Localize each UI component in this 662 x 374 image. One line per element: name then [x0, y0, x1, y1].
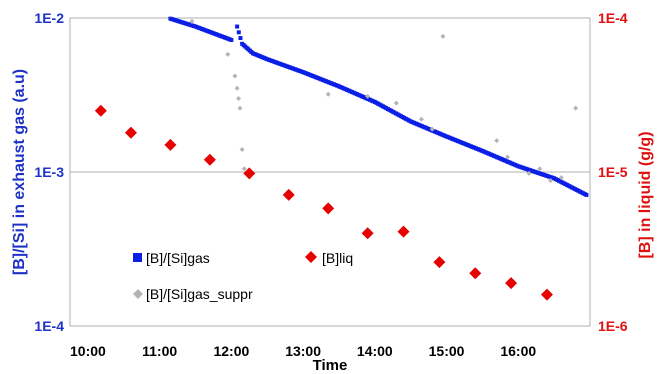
suppr-point: [548, 178, 554, 184]
liq-point: [361, 227, 374, 240]
gas-point: [229, 37, 234, 42]
gas-series: [168, 16, 589, 197]
y-axis-title-right: [B] in liquid (g/g): [637, 131, 654, 258]
suppr-point: [573, 105, 579, 111]
suppr-point: [537, 166, 543, 172]
legend-label-suppr: [B]/[Si]gas_suppr: [146, 286, 253, 302]
suppr-point: [494, 138, 500, 144]
liq-series: [94, 104, 553, 301]
liq-point: [397, 225, 410, 238]
right-tick-label: 1E-4: [598, 10, 628, 26]
suppr-point: [505, 154, 511, 160]
liq-point: [322, 202, 335, 215]
legend-marker-liq: [305, 251, 317, 263]
y-axis-title-left: [B]/[Si] in exhaust gas (a.u): [11, 69, 28, 275]
suppr-point: [418, 116, 424, 122]
x-tick-label: 11:00: [142, 343, 177, 359]
right-tick-label: 1E-6: [598, 318, 628, 334]
liq-point: [540, 288, 553, 301]
liq-point: [164, 138, 177, 151]
x-axis-title: Time: [313, 357, 348, 374]
legend-label-gas: [B]/[Si]gas: [146, 250, 210, 266]
legend: [B]/[Si]gas [B]liq [B]/[Si]gas_suppr: [133, 250, 353, 302]
liq-point: [124, 126, 137, 139]
gas-point: [235, 24, 240, 29]
x-tick-label: 16:00: [500, 343, 536, 359]
suppr-point: [236, 96, 242, 102]
legend-marker-suppr: [133, 289, 143, 299]
gas-point: [238, 36, 243, 41]
suppr-point: [241, 166, 247, 172]
right-tick-label: 1E-5: [598, 164, 628, 180]
suppr-point: [440, 33, 446, 39]
left-tick-label: 1E-3: [34, 164, 64, 180]
liq-point: [282, 188, 295, 201]
gas-point: [584, 192, 589, 197]
liq-point: [469, 267, 482, 280]
gas-point: [236, 30, 241, 35]
x-tick-label: 13:00: [285, 343, 321, 359]
suppr-point: [232, 73, 238, 79]
suppr-point: [393, 100, 399, 106]
x-tick-label: 10:00: [70, 343, 106, 359]
suppr-point: [365, 93, 371, 99]
legend-label-liq: [B]liq: [322, 250, 353, 266]
suppr-point: [239, 146, 245, 152]
liq-point: [94, 104, 107, 117]
x-tick-label: 12:00: [213, 343, 249, 359]
left-tick-labels: 1E-2 1E-3 1E-4: [34, 10, 64, 334]
suppr-point: [429, 126, 435, 132]
suppr-series: [189, 18, 579, 184]
liq-point: [505, 277, 518, 290]
legend-marker-gas: [133, 253, 142, 262]
suppr-point: [189, 18, 195, 24]
suppr-point: [526, 170, 532, 176]
suppr-point: [225, 51, 231, 57]
liq-point: [243, 167, 256, 180]
suppr-point: [558, 175, 564, 181]
liq-point: [203, 153, 216, 166]
x-tick-label: 15:00: [429, 343, 465, 359]
suppr-point: [237, 105, 243, 111]
suppr-point: [234, 85, 240, 91]
suppr-point: [325, 91, 331, 97]
right-tick-labels: 1E-4 1E-5 1E-6: [598, 10, 628, 334]
left-tick-label: 1E-2: [34, 10, 64, 26]
x-tick-label: 14:00: [357, 343, 393, 359]
left-tick-label: 1E-4: [34, 318, 64, 334]
x-tick-labels: 10:00 11:00 12:00 13:00 14:00 15:00 16:0…: [70, 343, 536, 359]
plot-area-frame: [69, 17, 591, 327]
liq-point: [433, 256, 446, 269]
